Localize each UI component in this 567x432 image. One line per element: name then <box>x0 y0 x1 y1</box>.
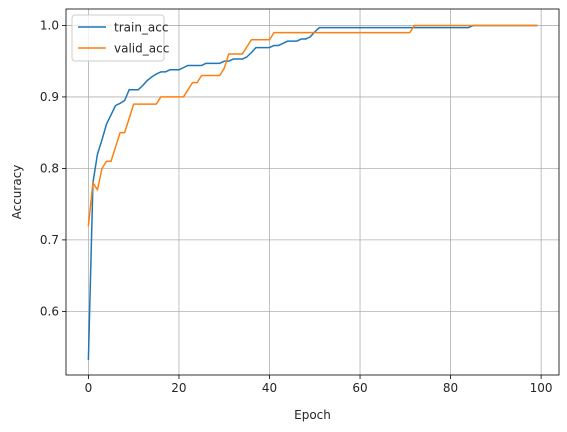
y-axis-label: Accuracy <box>10 165 24 220</box>
x-axis-label: Epoch <box>294 408 331 422</box>
x-tick-label: 20 <box>171 381 186 395</box>
plot-frame <box>65 8 560 376</box>
x-tick-label: 0 <box>85 381 93 395</box>
legend-label: train_acc <box>114 20 168 34</box>
series-lines <box>87 24 538 361</box>
legend: train_acc valid_acc <box>71 14 169 62</box>
x-tick-label: 80 <box>443 381 458 395</box>
y-tick-label: 0.7 <box>40 233 59 247</box>
x-tick-label: 40 <box>262 381 277 395</box>
axis-ticks: 0 20 40 60 80 100 0.6 0.7 0.8 0.9 1.0 <box>40 19 553 395</box>
y-tick-label: 0.9 <box>40 90 59 104</box>
x-tick-label: 100 <box>530 381 553 395</box>
legend-label: valid_acc <box>114 41 169 55</box>
y-tick-label: 1.0 <box>40 19 59 33</box>
x-tick-label: 60 <box>352 381 367 395</box>
y-tick-label: 0.6 <box>40 305 59 319</box>
series-line-train-acc <box>87 24 538 361</box>
series-line-valid-acc <box>87 24 538 227</box>
y-tick-label: 0.8 <box>40 162 59 176</box>
